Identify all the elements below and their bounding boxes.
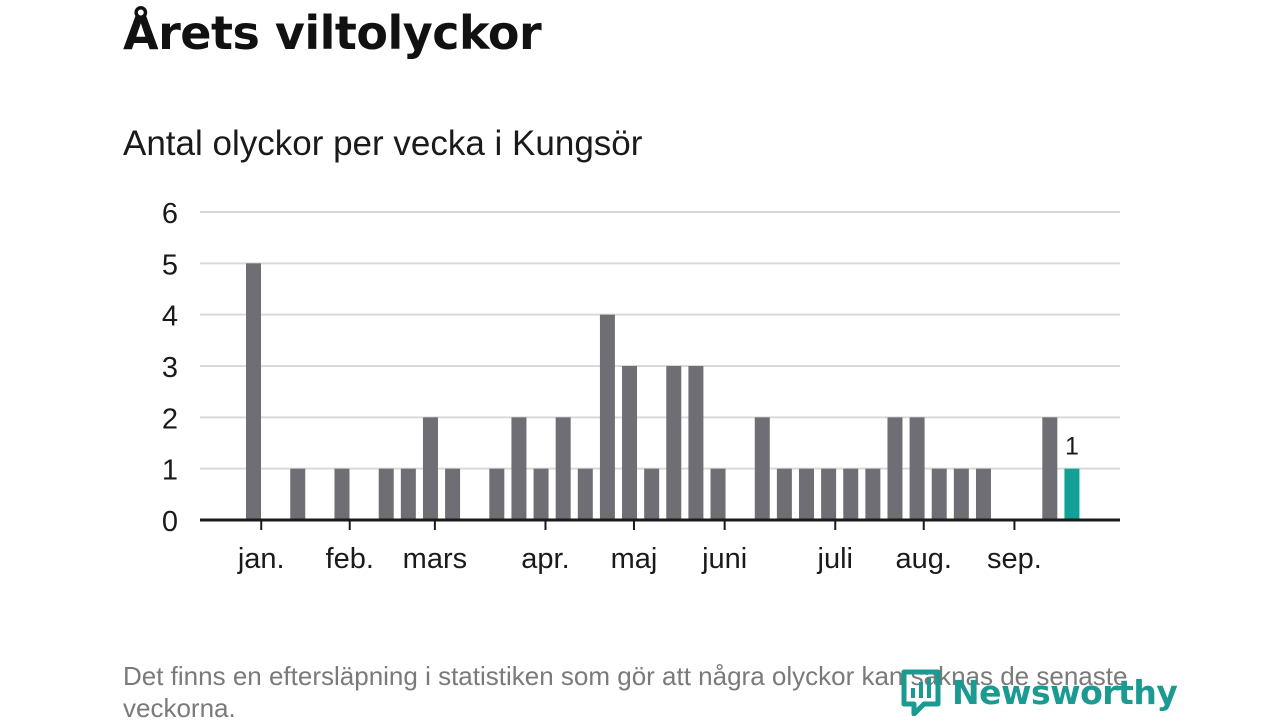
y-tick-label: 6 — [162, 198, 178, 230]
bar — [622, 366, 638, 520]
x-tick-label: apr. — [521, 543, 569, 575]
y-tick-label: 1 — [162, 455, 178, 487]
grid-lines — [200, 211, 1120, 470]
bar — [644, 468, 660, 520]
bar — [688, 366, 704, 520]
bar — [555, 417, 571, 520]
bar — [246, 263, 261, 520]
y-axis-ticks: 0 1 2 3 4 5 6 — [162, 198, 178, 538]
bar — [599, 314, 615, 520]
bar — [666, 366, 682, 520]
footnote: Det finns en eftersläpning i statistiken… — [123, 661, 1128, 723]
logo-text: Newsworthy — [952, 672, 1178, 712]
bars — [246, 263, 1080, 520]
x-tick-label: aug. — [896, 543, 952, 575]
bar — [710, 468, 726, 520]
bar — [887, 417, 903, 520]
newsworthy-logo-icon — [901, 669, 941, 716]
y-tick-label: 3 — [162, 352, 178, 384]
bar — [931, 468, 947, 520]
x-tick-label: maj — [611, 543, 658, 575]
bar — [799, 468, 814, 520]
bar — [400, 468, 416, 520]
bar — [489, 468, 505, 520]
x-tick-label: feb. — [326, 543, 374, 575]
x-tick-label: juli — [817, 543, 853, 575]
bar — [821, 468, 837, 520]
y-tick-label: 4 — [162, 301, 178, 333]
bar — [953, 468, 969, 520]
data-label-current-week: 1 — [1065, 433, 1079, 461]
y-tick-label: 2 — [162, 403, 178, 435]
data-labels: 1 — [1065, 433, 1079, 461]
x-tick-label: mars — [403, 543, 467, 575]
bar — [378, 468, 394, 520]
y-tick-label: 5 — [162, 249, 178, 281]
bar — [909, 417, 925, 520]
bar — [511, 417, 527, 520]
bar — [334, 468, 350, 520]
bar — [445, 468, 461, 520]
chart-subtitle: Antal olyckor per vecka i Kungsör — [123, 124, 643, 163]
y-tick-label: 0 — [162, 506, 178, 538]
bar — [422, 417, 438, 520]
bar — [290, 468, 306, 520]
bar — [577, 468, 593, 520]
newsworthy-logo[interactable]: Newsworthy — [900, 668, 1178, 716]
bar — [776, 468, 792, 520]
bar — [533, 468, 549, 520]
bar — [1042, 417, 1058, 520]
x-axis: jan. feb. mars apr. maj juni juli aug. sep. — [200, 518, 1120, 575]
bar — [843, 468, 859, 520]
x-tick-label: juni — [701, 543, 747, 575]
x-tick-label: sep. — [987, 543, 1042, 575]
chart-title: Årets viltolyckor — [123, 6, 542, 60]
bar — [975, 468, 991, 520]
bar — [754, 417, 770, 520]
x-tick-label: jan. — [237, 543, 285, 575]
bar-current-week — [1064, 468, 1080, 520]
bar — [865, 468, 881, 520]
